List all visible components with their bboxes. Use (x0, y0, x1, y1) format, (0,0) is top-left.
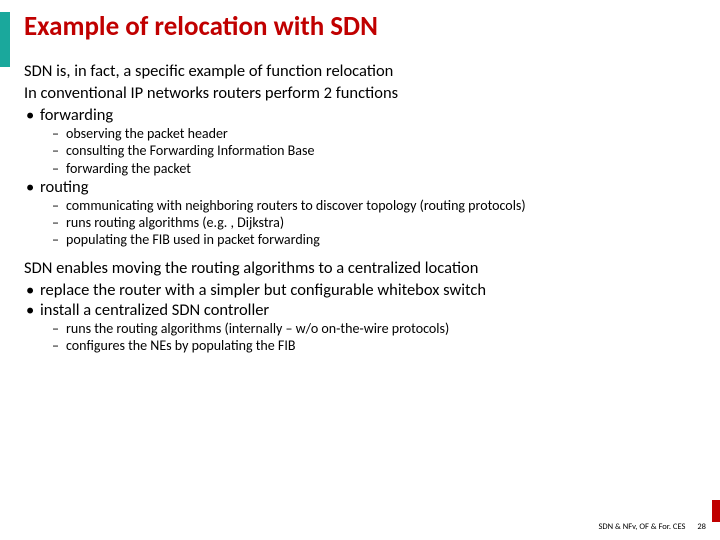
sub-bullet: –consulting the Forwarding Information B… (24, 142, 700, 159)
slide-content: Example of relocation with SDN SDN is, i… (24, 10, 700, 355)
paragraph-3: SDN enables moving the routing algorithm… (24, 258, 700, 278)
slide-footer: SDN & NFv, OF & For. CES 28 (598, 522, 706, 532)
accent-bar (0, 12, 10, 67)
bullet-forwarding: •forwarding (24, 105, 700, 125)
sub-bullet-label: runs routing algorithms (e.g. , Dijkstra… (66, 214, 284, 231)
bullet-label: routing (40, 177, 89, 197)
sub-bullet-label: communicating with neighboring routers t… (66, 197, 526, 214)
sub-bullet: –runs the routing algorithms (internally… (24, 320, 700, 337)
sub-bullet: –observing the packet header (24, 125, 700, 142)
bullet-label: forwarding (40, 105, 113, 125)
sub-bullet-label: runs the routing algorithms (internally … (66, 320, 449, 337)
sub-bullet-label: observing the packet header (66, 125, 228, 142)
sub-bullet: –populating the FIB used in packet forwa… (24, 231, 700, 248)
sub-bullet: –configures the NEs by populating the FI… (24, 337, 700, 354)
bullet-routing: •routing (24, 177, 700, 197)
sub-bullet: –communicating with neighboring routers … (24, 197, 700, 214)
page-number: 28 (697, 522, 706, 532)
footer-text: SDN & NFv, OF & For. CES (598, 522, 685, 532)
sub-bullet-label: populating the FIB used in packet forwar… (66, 231, 320, 248)
paragraph-1: SDN is, in fact, a specific example of f… (24, 61, 700, 81)
footer-accent-bar (712, 500, 720, 522)
sub-bullet: –forwarding the packet (24, 160, 700, 177)
sub-bullet-label: consulting the Forwarding Information Ba… (66, 142, 314, 159)
slide-title: Example of relocation with SDN (24, 10, 700, 43)
bullet-label: install a centralized SDN controller (40, 300, 269, 320)
bullet-install-controller: •install a centralized SDN controller (24, 300, 700, 320)
sub-bullet-label: forwarding the packet (66, 160, 191, 177)
sub-bullet: –runs routing algorithms (e.g. , Dijkstr… (24, 214, 700, 231)
sub-bullet-label: configures the NEs by populating the FIB (66, 337, 296, 354)
bullet-replace-router: •replace the router with a simpler but c… (24, 280, 700, 300)
bullet-label: replace the router with a simpler but co… (40, 280, 486, 300)
paragraph-2: In conventional IP networks routers perf… (24, 83, 700, 103)
